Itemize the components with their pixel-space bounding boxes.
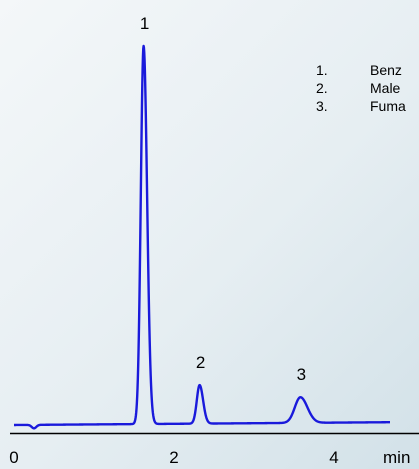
- peak-label: 1: [140, 14, 149, 33]
- legend-text: Male: [370, 80, 401, 96]
- peak-label: 3: [297, 365, 306, 384]
- legend-number: 3.: [316, 98, 328, 114]
- x-tick-label: 4: [329, 448, 338, 467]
- legend-item-3: 3. Fuma: [316, 98, 406, 114]
- chromatogram-trace: [13, 44, 391, 430]
- legend-item-1: 1. Benz: [316, 62, 402, 78]
- legend-text: Fuma: [370, 98, 406, 114]
- legend-number: 1.: [316, 62, 328, 78]
- legend-number: 2.: [316, 80, 328, 96]
- x-tick-label: 0: [9, 448, 18, 467]
- peak-labels: 1 2 3: [140, 14, 306, 384]
- x-axis-ticks: 0 2 4: [9, 448, 338, 467]
- x-tick-label: 2: [169, 448, 178, 467]
- legend-text: Benz: [370, 62, 402, 78]
- peak-label: 2: [196, 353, 205, 372]
- x-axis-label: min: [383, 448, 410, 467]
- legend-item-2: 2. Male: [316, 80, 400, 96]
